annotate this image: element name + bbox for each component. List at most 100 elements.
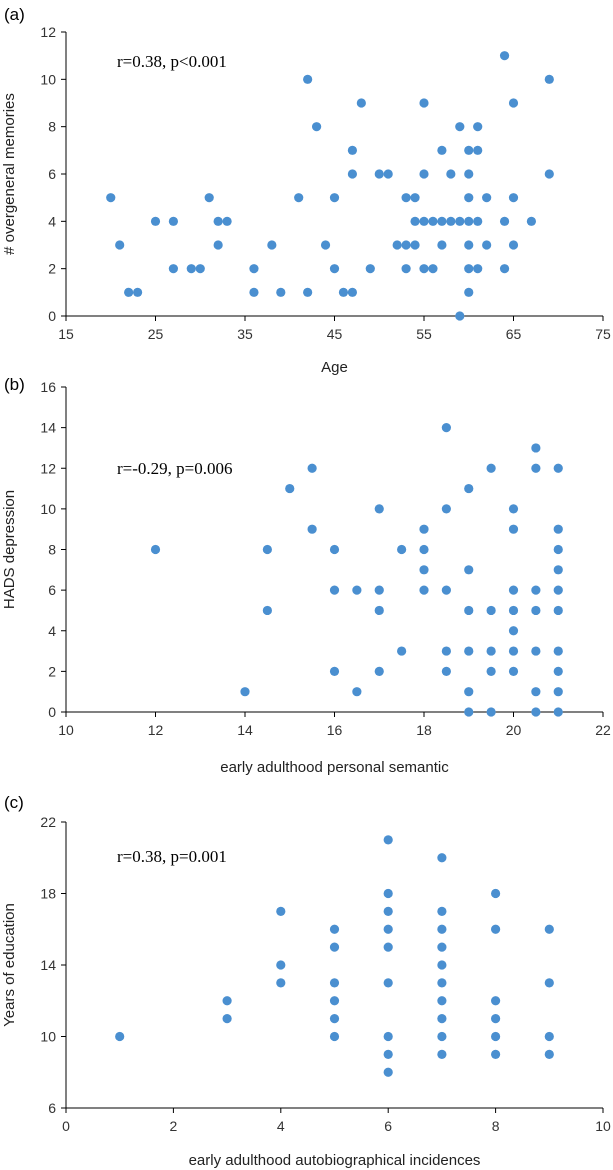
data-point bbox=[455, 216, 465, 226]
data-point bbox=[338, 287, 349, 297]
data-point bbox=[553, 687, 563, 697]
x-tick-label: 2 bbox=[170, 1118, 178, 1134]
data-point bbox=[222, 1014, 232, 1024]
data-point bbox=[329, 924, 340, 934]
data-point bbox=[383, 1031, 393, 1042]
data-point bbox=[374, 666, 384, 676]
x-tick-label: 14 bbox=[237, 722, 253, 738]
data-point bbox=[249, 287, 259, 297]
data-point bbox=[428, 264, 438, 274]
data-point bbox=[531, 605, 541, 616]
data-point bbox=[352, 585, 362, 595]
data-point bbox=[553, 585, 563, 595]
y-tick-label: 6 bbox=[48, 1100, 56, 1116]
x-tick-label: 20 bbox=[506, 722, 522, 738]
y-tick-label: 0 bbox=[48, 308, 56, 324]
data-point bbox=[419, 98, 429, 108]
data-point bbox=[329, 544, 340, 555]
y-tick-label: 14 bbox=[40, 957, 56, 973]
data-point bbox=[222, 996, 232, 1006]
data-point bbox=[276, 960, 286, 970]
data-point bbox=[508, 240, 519, 250]
x-tick-label: 45 bbox=[327, 326, 343, 342]
panel-label: (a) bbox=[4, 5, 25, 24]
x-tick-label: 16 bbox=[327, 722, 343, 738]
data-point bbox=[508, 524, 519, 534]
data-point bbox=[383, 978, 393, 988]
data-point bbox=[397, 544, 407, 555]
data-point bbox=[464, 193, 474, 203]
data-point bbox=[428, 216, 438, 226]
y-tick-label: 8 bbox=[48, 542, 56, 558]
data-point bbox=[486, 666, 496, 676]
data-point bbox=[508, 585, 519, 595]
x-axis-title: Age bbox=[321, 359, 348, 376]
data-point bbox=[464, 216, 474, 226]
data-point bbox=[531, 707, 541, 717]
data-point bbox=[441, 666, 451, 676]
y-tick-label: 6 bbox=[48, 582, 56, 598]
data-point bbox=[329, 1014, 340, 1024]
data-point bbox=[464, 707, 474, 717]
data-point bbox=[437, 960, 447, 970]
data-point bbox=[419, 585, 429, 595]
x-tick-label: 18 bbox=[416, 722, 432, 738]
x-tick-label: 35 bbox=[237, 326, 253, 342]
data-point bbox=[473, 264, 483, 274]
x-tick-label: 10 bbox=[595, 1118, 611, 1134]
data-point bbox=[482, 193, 492, 203]
data-point bbox=[464, 169, 474, 179]
data-point bbox=[499, 51, 510, 61]
data-point bbox=[544, 1031, 554, 1042]
data-point bbox=[329, 1031, 340, 1042]
y-tick-label: 18 bbox=[40, 886, 56, 902]
data-point bbox=[115, 240, 125, 250]
data-point bbox=[491, 1014, 501, 1024]
data-point bbox=[553, 605, 563, 616]
data-point bbox=[486, 707, 496, 717]
data-point bbox=[508, 626, 519, 636]
stats-annotation: r=-0.29, p=0.006 bbox=[117, 459, 233, 478]
data-point bbox=[115, 1031, 125, 1042]
x-tick-label: 65 bbox=[506, 326, 522, 342]
data-point bbox=[491, 996, 501, 1006]
data-point bbox=[437, 145, 447, 155]
data-point bbox=[356, 98, 366, 108]
data-point bbox=[437, 1031, 447, 1042]
x-tick-label: 0 bbox=[62, 1118, 70, 1134]
data-point bbox=[262, 544, 272, 555]
data-point bbox=[383, 888, 393, 899]
data-point bbox=[464, 145, 474, 155]
data-point bbox=[168, 264, 178, 274]
x-tick-label: 75 bbox=[595, 326, 611, 342]
data-point bbox=[383, 1049, 393, 1059]
data-point bbox=[464, 264, 474, 274]
x-axis-title: early adulthood autobiographical inciden… bbox=[189, 1152, 481, 1169]
panel-label: (b) bbox=[4, 375, 25, 394]
y-axis-title: Years of education bbox=[1, 903, 18, 1027]
data-point bbox=[294, 193, 304, 203]
data-point bbox=[383, 835, 393, 845]
data-point bbox=[437, 942, 447, 952]
data-point bbox=[383, 169, 393, 179]
y-axis-title: # overgeneral memories bbox=[1, 93, 18, 255]
data-point bbox=[473, 145, 483, 155]
data-point bbox=[329, 264, 340, 274]
x-tick-label: 22 bbox=[595, 722, 611, 738]
data-point bbox=[276, 287, 286, 297]
data-point bbox=[544, 74, 554, 84]
data-point bbox=[222, 216, 232, 226]
y-tick-label: 22 bbox=[40, 814, 56, 830]
data-point bbox=[491, 1031, 501, 1042]
data-point bbox=[544, 169, 554, 179]
y-tick-label: 4 bbox=[48, 623, 56, 639]
y-tick-label: 16 bbox=[40, 379, 56, 395]
data-point bbox=[419, 524, 429, 534]
data-point bbox=[186, 264, 196, 274]
panel-label: (c) bbox=[4, 793, 24, 812]
data-point bbox=[249, 264, 259, 274]
y-tick-label: 2 bbox=[48, 261, 56, 277]
data-point bbox=[508, 646, 519, 656]
data-point bbox=[329, 996, 340, 1006]
data-point bbox=[553, 666, 563, 676]
